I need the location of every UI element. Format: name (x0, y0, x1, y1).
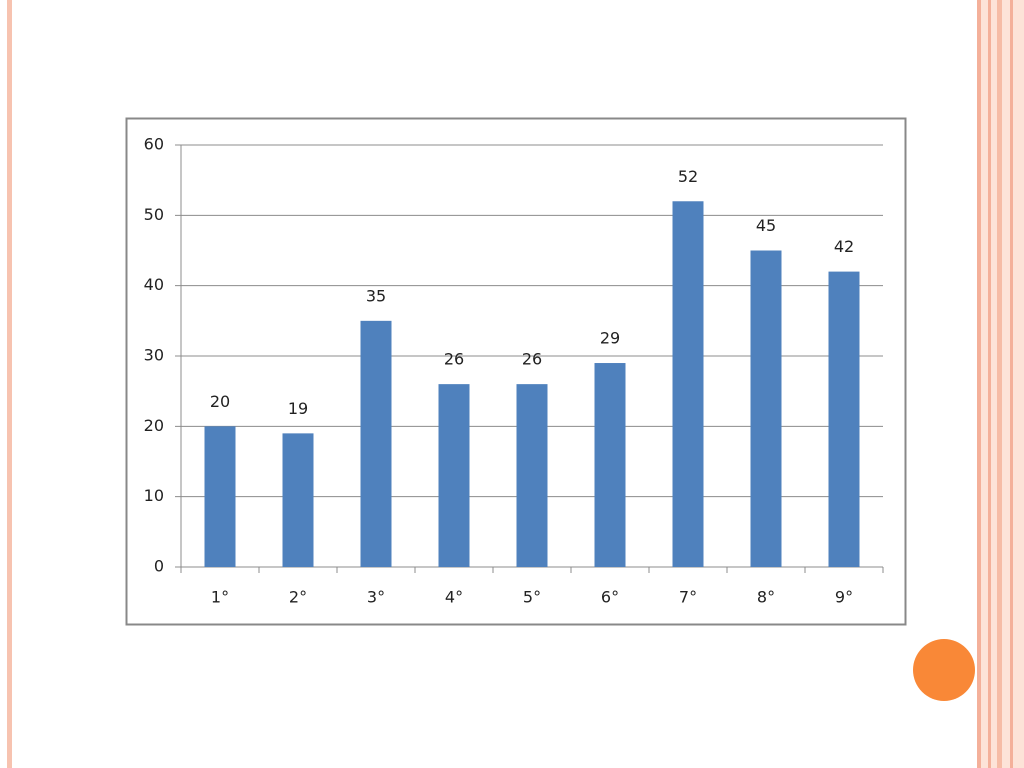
bar (672, 201, 704, 567)
y-tick-label: 50 (144, 205, 164, 224)
x-tick-label: 1° (211, 588, 229, 607)
y-tick-label: 30 (144, 346, 164, 365)
data-label: 52 (678, 167, 698, 186)
bar (204, 426, 236, 567)
data-label: 35 (366, 286, 386, 305)
data-label: 29 (600, 329, 620, 348)
y-tick-label: 60 (144, 135, 164, 154)
x-tick-label: 6° (601, 588, 619, 607)
bar (828, 271, 860, 567)
right-stripe (1010, 0, 1013, 768)
bar (438, 384, 470, 567)
bar (750, 250, 782, 567)
bar (282, 433, 314, 567)
plot-area: 0 10 20 30 40 50 60 1° 20 2° 19 3° 35 4° 26 5° 26 6° 29 7° 5… (144, 135, 884, 607)
data-label: 26 (444, 350, 464, 369)
y-tick-label: 40 (144, 275, 164, 294)
data-label: 26 (522, 350, 542, 369)
right-stripe (997, 0, 1002, 768)
y-tick-label: 20 (144, 416, 164, 435)
data-label: 20 (210, 392, 230, 411)
x-tick-label: 8° (757, 588, 775, 607)
right-stripe (977, 0, 981, 768)
bar (516, 384, 548, 567)
bar (594, 363, 626, 567)
y-tick-label: 0 (154, 557, 164, 576)
x-tick-label: 2° (289, 588, 307, 607)
bar (360, 320, 392, 567)
x-tick-label: 3° (367, 588, 385, 607)
x-tick-label: 9° (835, 588, 853, 607)
x-tick-label: 5° (523, 588, 541, 607)
decor-circle (913, 639, 975, 701)
data-label: 19 (288, 399, 308, 418)
left-border (7, 0, 12, 768)
right-stripe (988, 0, 991, 768)
data-label: 42 (834, 237, 854, 256)
x-tick-label: 4° (445, 588, 463, 607)
x-tick-label: 7° (679, 588, 697, 607)
y-tick-label: 10 (144, 486, 164, 505)
data-label: 45 (756, 216, 776, 235)
chart-frame (125, 117, 907, 626)
